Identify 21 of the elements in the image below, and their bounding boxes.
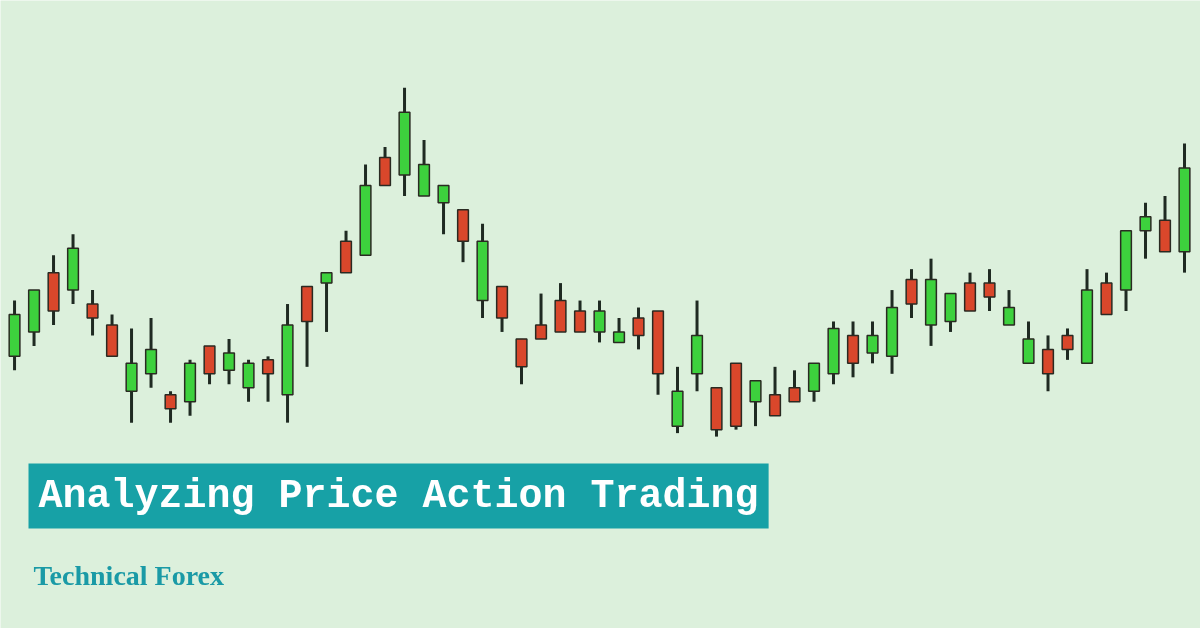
candlestick — [866, 321, 879, 364]
candlestick — [573, 300, 587, 333]
candlestick — [749, 380, 762, 428]
candlestick — [320, 271, 333, 332]
candlestick — [1061, 328, 1074, 360]
candlestick — [788, 370, 801, 403]
text: Analyzing Price Action Trading — [38, 473, 759, 519]
candlestick — [534, 293, 548, 340]
candlestick — [1002, 290, 1016, 326]
candlestick — [86, 290, 99, 336]
text: Technical Forex — [33, 559, 225, 591]
candlestick — [164, 391, 177, 423]
candlestick — [222, 338, 236, 385]
candlestick — [437, 184, 450, 235]
candlestick — [612, 317, 626, 344]
candlestick — [768, 365, 782, 417]
candlestick — [983, 269, 996, 312]
candlestick — [593, 300, 606, 343]
candlestick — [632, 307, 645, 350]
candlestick — [261, 356, 275, 402]
candlestick — [1139, 201, 1152, 259]
